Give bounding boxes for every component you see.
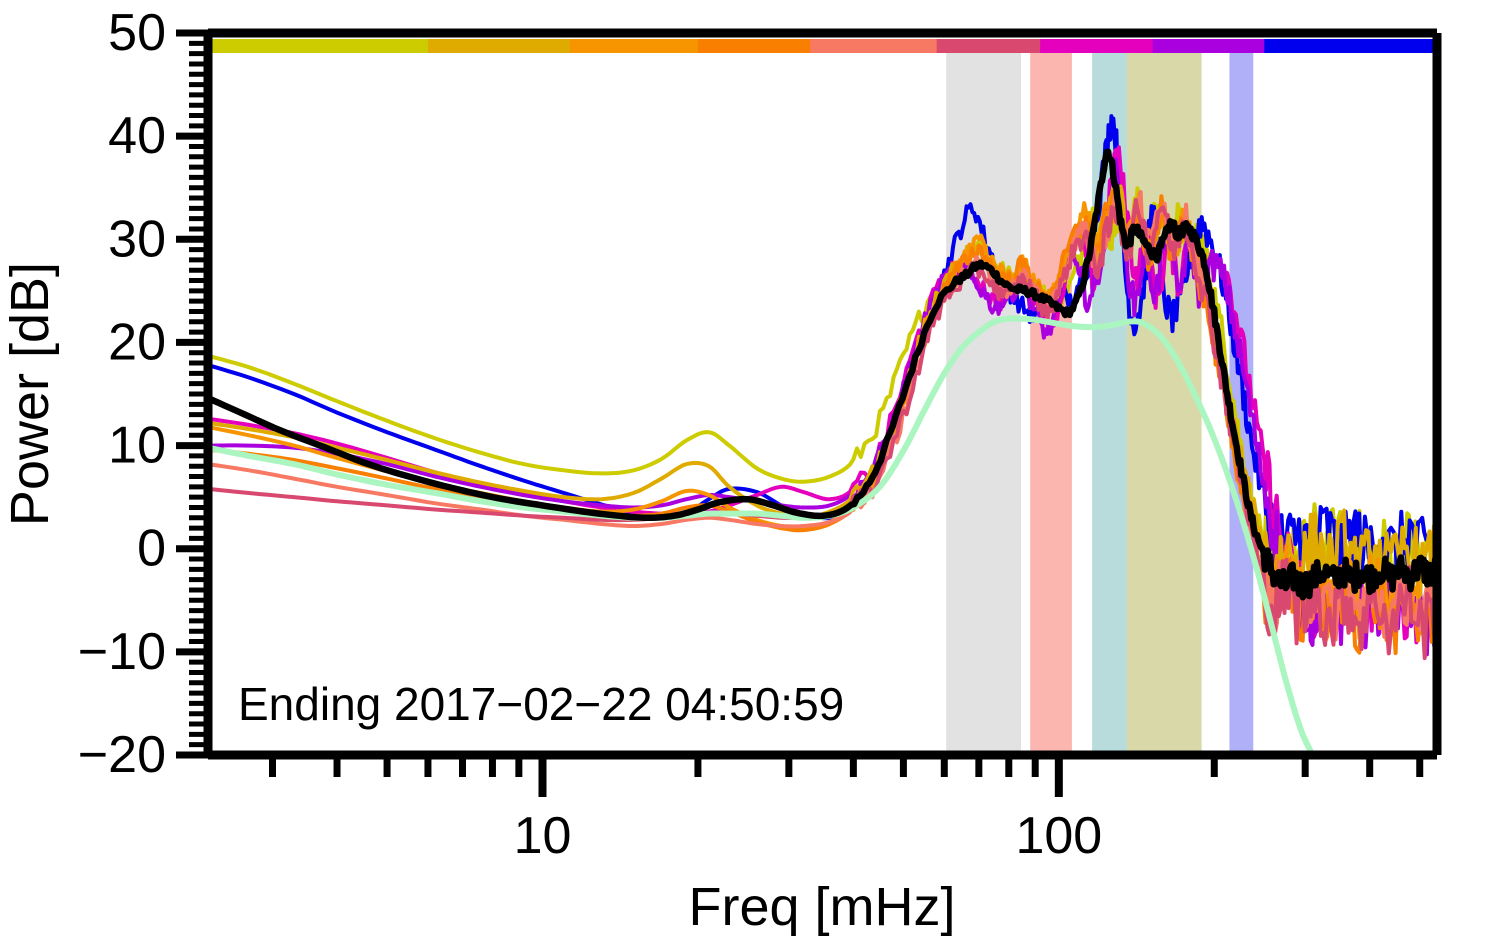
x-tick-label: 100 — [1015, 807, 1102, 865]
colorbar-segment-3 — [697, 39, 812, 53]
colorbar-segment-0 — [208, 39, 429, 53]
colorbar-segment-6 — [1040, 39, 1154, 53]
colorbar-segment-1 — [427, 39, 571, 53]
x-tick-label: 10 — [514, 807, 572, 865]
y-tick-label: 10 — [108, 417, 166, 475]
band-olive — [1126, 51, 1202, 755]
colorbar-segment-5 — [936, 39, 1042, 53]
axes-frame — [203, 28, 1442, 760]
band-gray — [946, 51, 1022, 755]
colorbar-segment-7 — [1152, 39, 1266, 53]
ending-timestamp-annotation: Ending 2017−02−22 04:50:59 — [238, 678, 844, 730]
y-tick-label: 0 — [137, 520, 166, 578]
y-tick-label: −20 — [78, 726, 166, 784]
series-line-olive — [208, 186, 1437, 597]
top-colorbar — [208, 39, 1438, 53]
y-tick-label: −10 — [78, 623, 166, 681]
axis-tick-labels: −20 −10 0 10 20 30 40 50 10 100 — [78, 4, 1102, 865]
axis-ticks — [176, 29, 1424, 797]
y-tick-label: 20 — [108, 313, 166, 371]
colorbar-segment-4 — [810, 39, 938, 53]
series-group — [208, 114, 1437, 755]
y-tick-label: 30 — [108, 210, 166, 268]
series-line-mean — [208, 148, 1437, 601]
x-axis-label: Freq [mHz] — [688, 877, 955, 937]
y-tick-label: 50 — [108, 4, 166, 62]
band-pink — [1030, 51, 1072, 755]
y-axis-label: Power [dB] — [0, 262, 60, 526]
colorbar-segment-8 — [1264, 39, 1438, 53]
y-tick-label: 40 — [108, 107, 166, 165]
colorbar-segment-2 — [569, 39, 699, 53]
